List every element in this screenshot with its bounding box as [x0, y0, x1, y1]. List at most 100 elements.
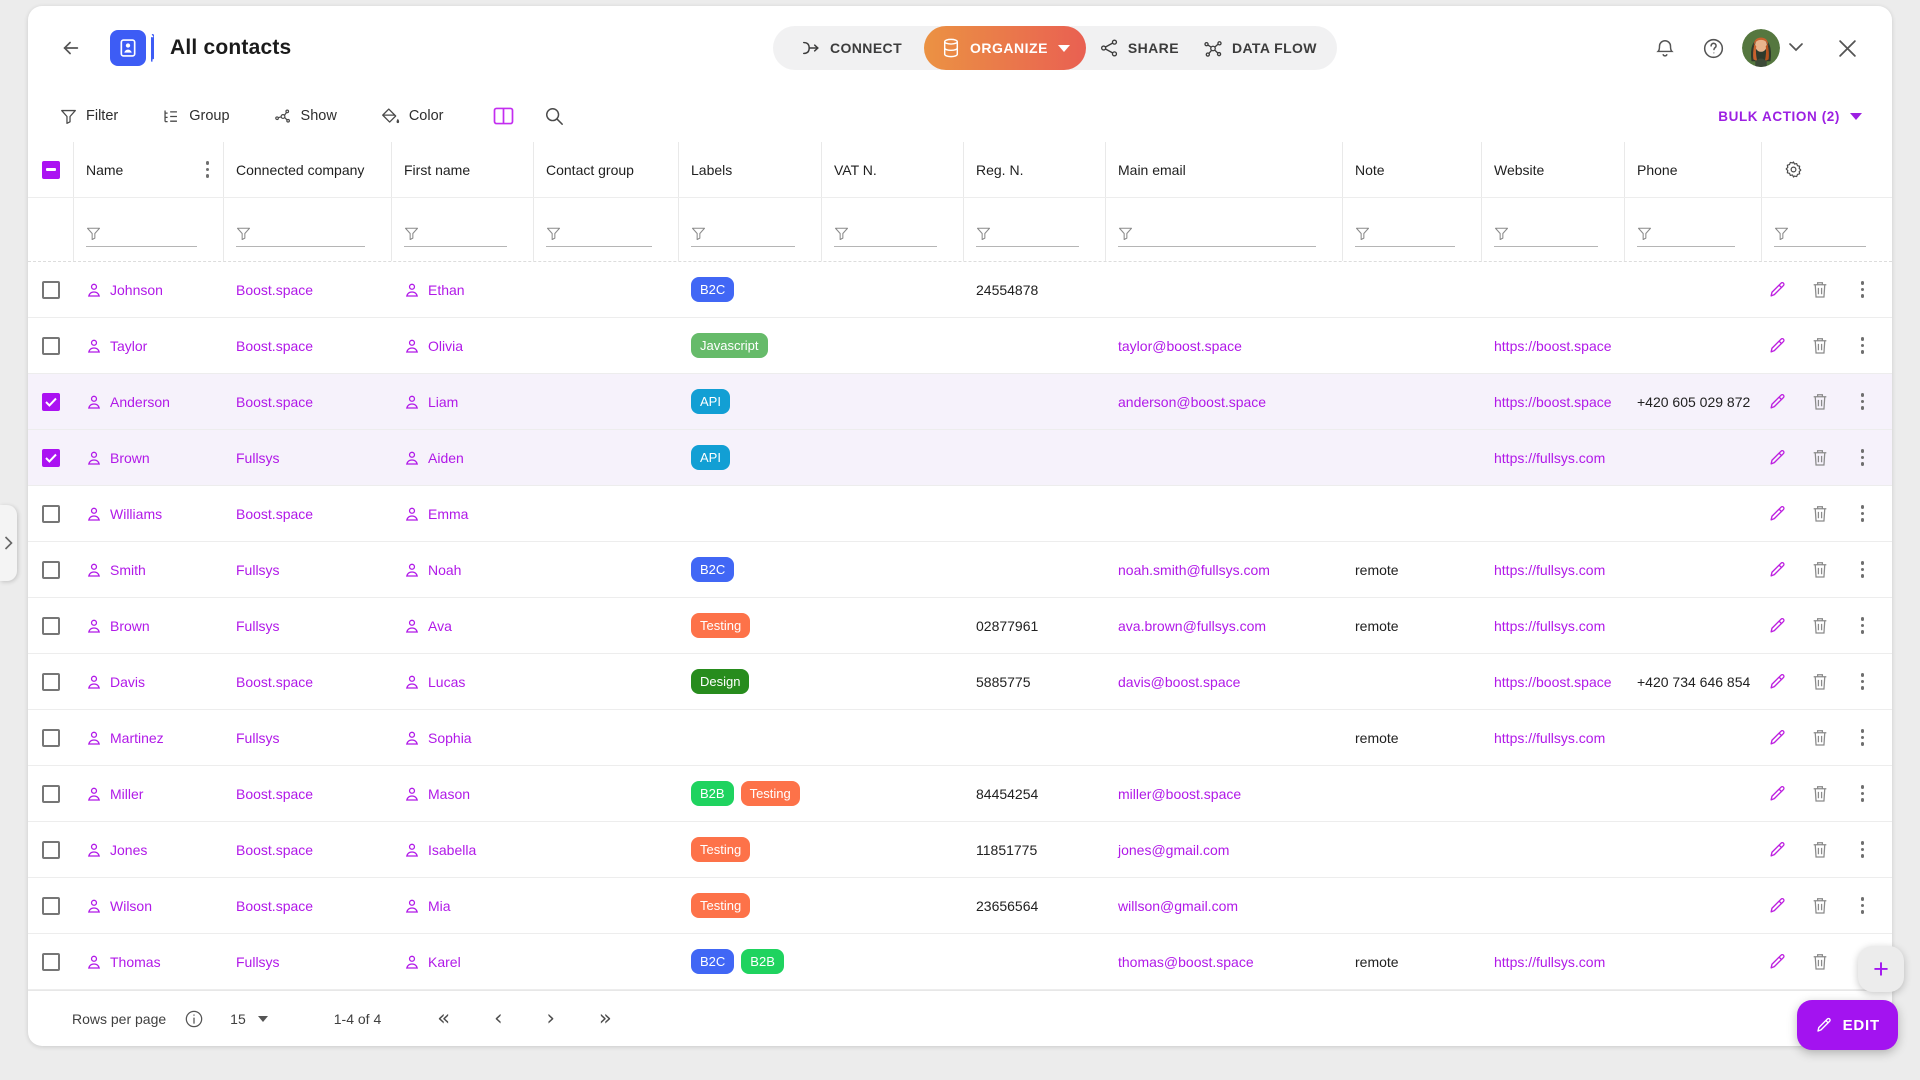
- row-checkbox[interactable]: [28, 430, 74, 485]
- first-name-cell[interactable]: Olivia: [392, 338, 534, 354]
- website-cell[interactable]: https://fullsys.com: [1494, 729, 1606, 746]
- bulk-action-button[interactable]: BULK ACTION (2): [1718, 109, 1862, 124]
- last-page-button[interactable]: »: [598, 1006, 612, 1030]
- delete-row-button[interactable]: [1811, 896, 1829, 915]
- delete-row-button[interactable]: [1811, 392, 1829, 411]
- name-cell[interactable]: Taylor: [74, 338, 224, 354]
- row-menu-icon[interactable]: [1853, 893, 1873, 918]
- name-cell[interactable]: Smith: [74, 562, 224, 578]
- column-header-main-email[interactable]: Main email: [1106, 142, 1343, 197]
- group-button[interactable]: Group: [162, 108, 230, 125]
- color-button[interactable]: Color: [381, 107, 443, 125]
- edit-row-button[interactable]: [1768, 560, 1787, 579]
- delete-row-button[interactable]: [1811, 280, 1829, 299]
- website-cell[interactable]: https://boost.space: [1494, 393, 1612, 410]
- row-menu-icon[interactable]: [1853, 725, 1873, 750]
- row-menu-icon[interactable]: [1853, 333, 1873, 358]
- first-name-cell[interactable]: Noah: [392, 562, 534, 578]
- website-cell[interactable]: https://fullsys.com: [1494, 561, 1606, 578]
- first-name-cell[interactable]: Karel: [392, 954, 534, 970]
- email-cell[interactable]: thomas@boost.space: [1118, 953, 1254, 970]
- row-checkbox[interactable]: [28, 486, 74, 541]
- email-cell[interactable]: jones@gmail.com: [1118, 841, 1230, 858]
- website-cell[interactable]: https://fullsys.com: [1494, 449, 1606, 466]
- connected-company-cell[interactable]: Boost.space: [236, 281, 314, 298]
- edit-button[interactable]: EDIT: [1796, 1000, 1898, 1050]
- edit-row-button[interactable]: [1768, 896, 1787, 915]
- row-checkbox[interactable]: [28, 654, 74, 709]
- column-filter-input[interactable]: [236, 226, 365, 247]
- rows-per-page-select[interactable]: 15: [230, 1011, 268, 1027]
- column-header-note[interactable]: Note: [1343, 142, 1482, 197]
- email-cell[interactable]: miller@boost.space: [1118, 785, 1242, 802]
- connected-company-cell[interactable]: Boost.space: [236, 393, 314, 410]
- first-name-cell[interactable]: Ava: [392, 618, 534, 634]
- name-cell[interactable]: Anderson: [74, 394, 224, 410]
- email-cell[interactable]: davis@boost.space: [1118, 673, 1241, 690]
- first-name-cell[interactable]: Ethan: [392, 282, 534, 298]
- connect-button[interactable]: CONNECT: [793, 39, 918, 57]
- connected-company-cell[interactable]: Boost.space: [236, 897, 314, 914]
- first-name-cell[interactable]: Isabella: [392, 842, 534, 858]
- next-page-button[interactable]: ›: [546, 1006, 555, 1030]
- name-cell[interactable]: Brown: [74, 618, 224, 634]
- table-settings-button[interactable]: [1762, 142, 1892, 197]
- back-button[interactable]: [54, 31, 88, 65]
- account-menu-button[interactable]: [1788, 39, 1804, 57]
- column-header-labels[interactable]: Labels: [679, 142, 822, 197]
- connected-company-cell[interactable]: Boost.space: [236, 505, 314, 522]
- delete-row-button[interactable]: [1811, 784, 1829, 803]
- connected-company-cell[interactable]: Fullsys: [236, 449, 280, 466]
- edit-row-button[interactable]: [1768, 504, 1787, 523]
- edit-row-button[interactable]: [1768, 728, 1787, 747]
- name-cell[interactable]: Brown: [74, 450, 224, 466]
- column-filter-input[interactable]: [1637, 226, 1735, 247]
- filter-button[interactable]: Filter: [60, 108, 118, 125]
- column-header-first-name[interactable]: First name: [392, 142, 534, 197]
- first-name-cell[interactable]: Liam: [392, 394, 534, 410]
- row-menu-icon[interactable]: [1853, 445, 1873, 470]
- help-button[interactable]: [1694, 29, 1732, 67]
- website-cell[interactable]: https://fullsys.com: [1494, 953, 1606, 970]
- edit-row-button[interactable]: [1768, 392, 1787, 411]
- delete-row-button[interactable]: [1811, 672, 1829, 691]
- email-cell[interactable]: taylor@boost.space: [1118, 337, 1242, 354]
- notifications-button[interactable]: [1646, 29, 1684, 67]
- column-filter-input[interactable]: [1494, 226, 1598, 247]
- column-header-website[interactable]: Website: [1482, 142, 1625, 197]
- row-checkbox[interactable]: [28, 598, 74, 653]
- show-button[interactable]: Show: [274, 108, 337, 125]
- first-page-button[interactable]: «: [437, 1006, 451, 1030]
- first-name-cell[interactable]: Lucas: [392, 674, 534, 690]
- row-menu-icon[interactable]: [1853, 557, 1873, 582]
- connected-company-cell[interactable]: Fullsys: [236, 617, 280, 634]
- row-menu-icon[interactable]: [1853, 781, 1873, 806]
- row-menu-icon[interactable]: [1853, 277, 1873, 302]
- first-name-cell[interactable]: Mia: [392, 898, 534, 914]
- data-flow-button[interactable]: DATA FLOW: [1195, 39, 1333, 58]
- column-menu-icon[interactable]: [198, 157, 218, 182]
- row-menu-icon[interactable]: [1853, 501, 1873, 526]
- name-cell[interactable]: Miller: [74, 786, 224, 802]
- row-checkbox[interactable]: [28, 262, 74, 317]
- connected-company-cell[interactable]: Fullsys: [236, 561, 280, 578]
- column-filter-input[interactable]: [976, 226, 1079, 247]
- row-checkbox[interactable]: [28, 318, 74, 373]
- name-cell[interactable]: Williams: [74, 506, 224, 522]
- connected-company-cell[interactable]: Boost.space: [236, 337, 314, 354]
- edit-row-button[interactable]: [1768, 840, 1787, 859]
- organize-button[interactable]: ORGANIZE: [924, 26, 1086, 70]
- search-button[interactable]: [544, 106, 564, 126]
- row-menu-icon[interactable]: [1853, 613, 1873, 638]
- column-header-phone[interactable]: Phone: [1625, 142, 1762, 197]
- delete-row-button[interactable]: [1811, 616, 1829, 635]
- row-menu-icon[interactable]: [1853, 669, 1873, 694]
- column-filter-input[interactable]: [834, 226, 937, 247]
- delete-row-button[interactable]: [1811, 504, 1829, 523]
- connected-company-cell[interactable]: Fullsys: [236, 953, 280, 970]
- column-filter-input[interactable]: [1118, 226, 1316, 247]
- info-icon[interactable]: [184, 1009, 204, 1029]
- close-button[interactable]: [1828, 29, 1866, 67]
- first-name-cell[interactable]: Emma: [392, 506, 534, 522]
- edit-row-button[interactable]: [1768, 784, 1787, 803]
